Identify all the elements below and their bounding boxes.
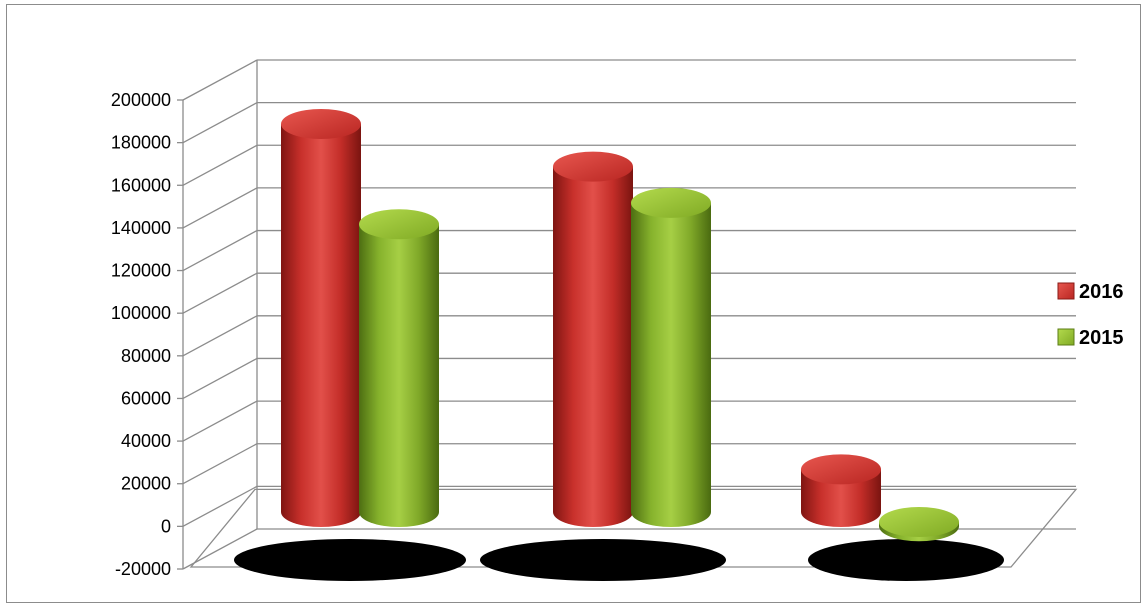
bar-cap [553,151,633,182]
legend: 2016 2015 [1057,281,1124,349]
side-wall-gridline [182,485,258,527]
y-tick-label: 60000 [121,388,171,408]
side-wall-gridline [182,315,258,357]
bar-body [553,166,633,528]
category-shadow [808,539,1004,581]
y-tick-label: 20000 [121,474,171,494]
bar-cap [879,507,959,537]
y-tick-label: 40000 [121,431,171,451]
bar-body [359,224,439,528]
category-label: Ahorro [838,555,901,576]
side-wall-gridline [182,357,258,400]
y-tick-label: 160000 [111,175,171,195]
legend-swatch [1057,328,1075,346]
bar-cap [801,454,881,485]
side-wall-gridline [182,59,258,101]
legend-label: 2015 [1079,327,1124,349]
side-wall-gridline [182,144,258,186]
legend-swatch [1057,282,1075,300]
category-label: Gastos de operación [504,555,692,576]
y-tick-label: 180000 [111,133,171,153]
bars [281,109,959,542]
bar-2016-0 [281,109,361,527]
bar-2016-1 [553,151,633,528]
axis-layer [182,60,258,569]
legend-item-2016: 2016 [1057,281,1124,303]
bar-cap [281,109,361,140]
bar-2015-0 [359,209,439,528]
side-wall-gridline [182,272,258,314]
side-wall-gridline [182,400,258,442]
side-wall-gridline [182,443,258,485]
bar-2016-2 [801,454,881,527]
y-tick-label: 120000 [111,261,171,281]
side-wall-gridline [182,102,258,144]
side-wall-gridline [182,187,258,229]
bar-cap [631,187,711,218]
bar-body [801,469,881,527]
legend-label: 2016 [1079,281,1124,303]
y-tick-label: 80000 [121,346,171,366]
bar-2015-2 [879,507,959,542]
category-label: Total de ingresos [256,555,412,576]
y-tick-label: 0 [161,516,171,536]
bar-body [631,202,711,527]
legend-item-2015: 2015 [1057,327,1124,349]
bar-2015-1 [631,187,711,527]
category-labels: Total de ingresos Gastos de operación Ahor… [256,555,902,576]
side-wall-gridline [182,229,258,272]
y-tick-label: 100000 [111,303,171,323]
category-shadow [480,539,726,581]
y-tick-label: 200000 [111,90,171,110]
y-tick-label: -20000 [115,559,171,579]
y-tick-label: 140000 [111,218,171,238]
bar-body [281,124,361,527]
category-shadow [234,539,466,581]
bar-cap [359,209,439,240]
